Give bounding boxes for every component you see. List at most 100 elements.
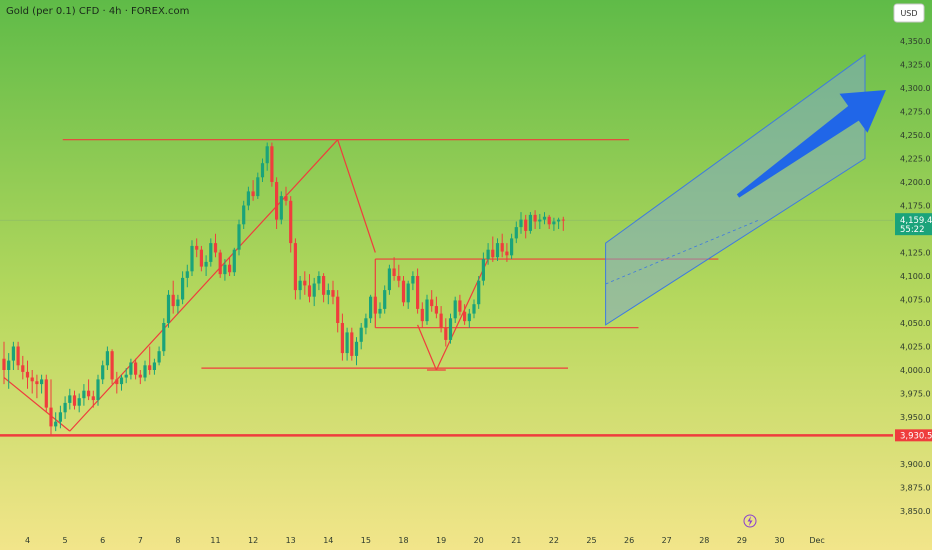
candle (171, 280, 175, 314)
zigzag-leg-5 (435, 258, 489, 371)
candle (561, 216, 565, 231)
candle (115, 371, 119, 394)
price-tick-label: 4,000.0 (900, 366, 931, 375)
candle-body (21, 365, 25, 372)
candle-body (223, 264, 227, 275)
candle-body (293, 243, 297, 291)
candle-body (166, 294, 171, 323)
candle-body (547, 216, 551, 225)
candle (312, 277, 316, 307)
candle-body (195, 245, 199, 250)
candle (369, 294, 373, 323)
candle (293, 238, 297, 300)
candle-body (491, 249, 495, 258)
candle-body (275, 182, 279, 220)
candle (105, 346, 109, 370)
candle (195, 238, 199, 258)
candle-body (124, 374, 128, 378)
candle-body (331, 290, 335, 297)
candle (87, 379, 91, 401)
candle (486, 243, 490, 265)
candle (533, 210, 537, 229)
candle-body (30, 377, 34, 382)
candle-body (444, 327, 448, 340)
candle-body (477, 280, 481, 305)
candle (528, 212, 532, 234)
date-tick-label: 26 (624, 536, 634, 545)
candle-body (256, 177, 260, 197)
candle-body (298, 280, 302, 291)
candle (260, 158, 265, 182)
candle-body (185, 271, 189, 278)
candle-body (289, 200, 293, 244)
candle-body (68, 395, 72, 403)
candle-body (134, 362, 138, 375)
candle (44, 374, 48, 413)
candle (181, 271, 185, 305)
candle-body (190, 245, 194, 272)
candle-body (35, 381, 39, 385)
candle-body (77, 398, 81, 406)
date-tick-label: 18 (398, 536, 408, 545)
candle-body (44, 379, 48, 408)
candle-body (439, 313, 443, 328)
candle (190, 240, 194, 276)
candle (129, 358, 133, 380)
candle-body (411, 276, 415, 284)
candle-body (322, 276, 326, 295)
candle (124, 368, 128, 384)
price-tick-label: 3,850.0 (900, 507, 931, 516)
candle-body (416, 276, 420, 309)
candle (430, 290, 434, 312)
candle (25, 360, 30, 389)
candle (40, 374, 44, 394)
candle (557, 217, 561, 229)
date-tick-label: 22 (549, 536, 559, 545)
candle-body (91, 396, 95, 401)
candle (91, 390, 95, 408)
candle (336, 290, 340, 333)
date-tick-label: 5 (63, 536, 68, 545)
chart-title: Gold (per 0.1) CFD · 4h · FOREX.com (6, 6, 189, 17)
candle-body (359, 327, 363, 342)
candle-body (542, 216, 547, 220)
candle (134, 358, 138, 380)
candle-body (204, 261, 208, 267)
candle (448, 313, 453, 344)
candle-body (11, 346, 15, 361)
candle (289, 196, 293, 253)
date-tick-label: 25 (586, 536, 596, 545)
candle (21, 355, 25, 380)
candle (458, 294, 462, 316)
candle (242, 200, 246, 229)
candle-body (209, 243, 213, 262)
candle (265, 142, 269, 171)
candle (392, 257, 396, 281)
candle-body (199, 249, 203, 267)
candle (326, 283, 330, 305)
candle-body (373, 296, 377, 314)
candle-body (505, 251, 509, 256)
candle (54, 412, 58, 432)
candle (467, 308, 471, 328)
candle (307, 274, 312, 303)
candle (166, 290, 171, 328)
currency-button[interactable]: USD (893, 3, 925, 23)
candle-body (350, 332, 354, 356)
ascending-channel (605, 54, 866, 326)
candle (58, 405, 62, 429)
candle (284, 186, 288, 206)
candle-body (129, 362, 133, 375)
candle (209, 238, 213, 267)
trend-arrow (736, 90, 886, 198)
price-tick-label: 4,025.0 (900, 343, 931, 352)
candle-body (425, 299, 429, 322)
lightning-icon[interactable] (743, 514, 757, 528)
candle-body (143, 365, 147, 378)
candle-body (528, 214, 532, 231)
candle (2, 341, 6, 385)
candle (425, 294, 429, 325)
candle (317, 271, 321, 291)
date-tick-label: 15 (361, 536, 371, 545)
